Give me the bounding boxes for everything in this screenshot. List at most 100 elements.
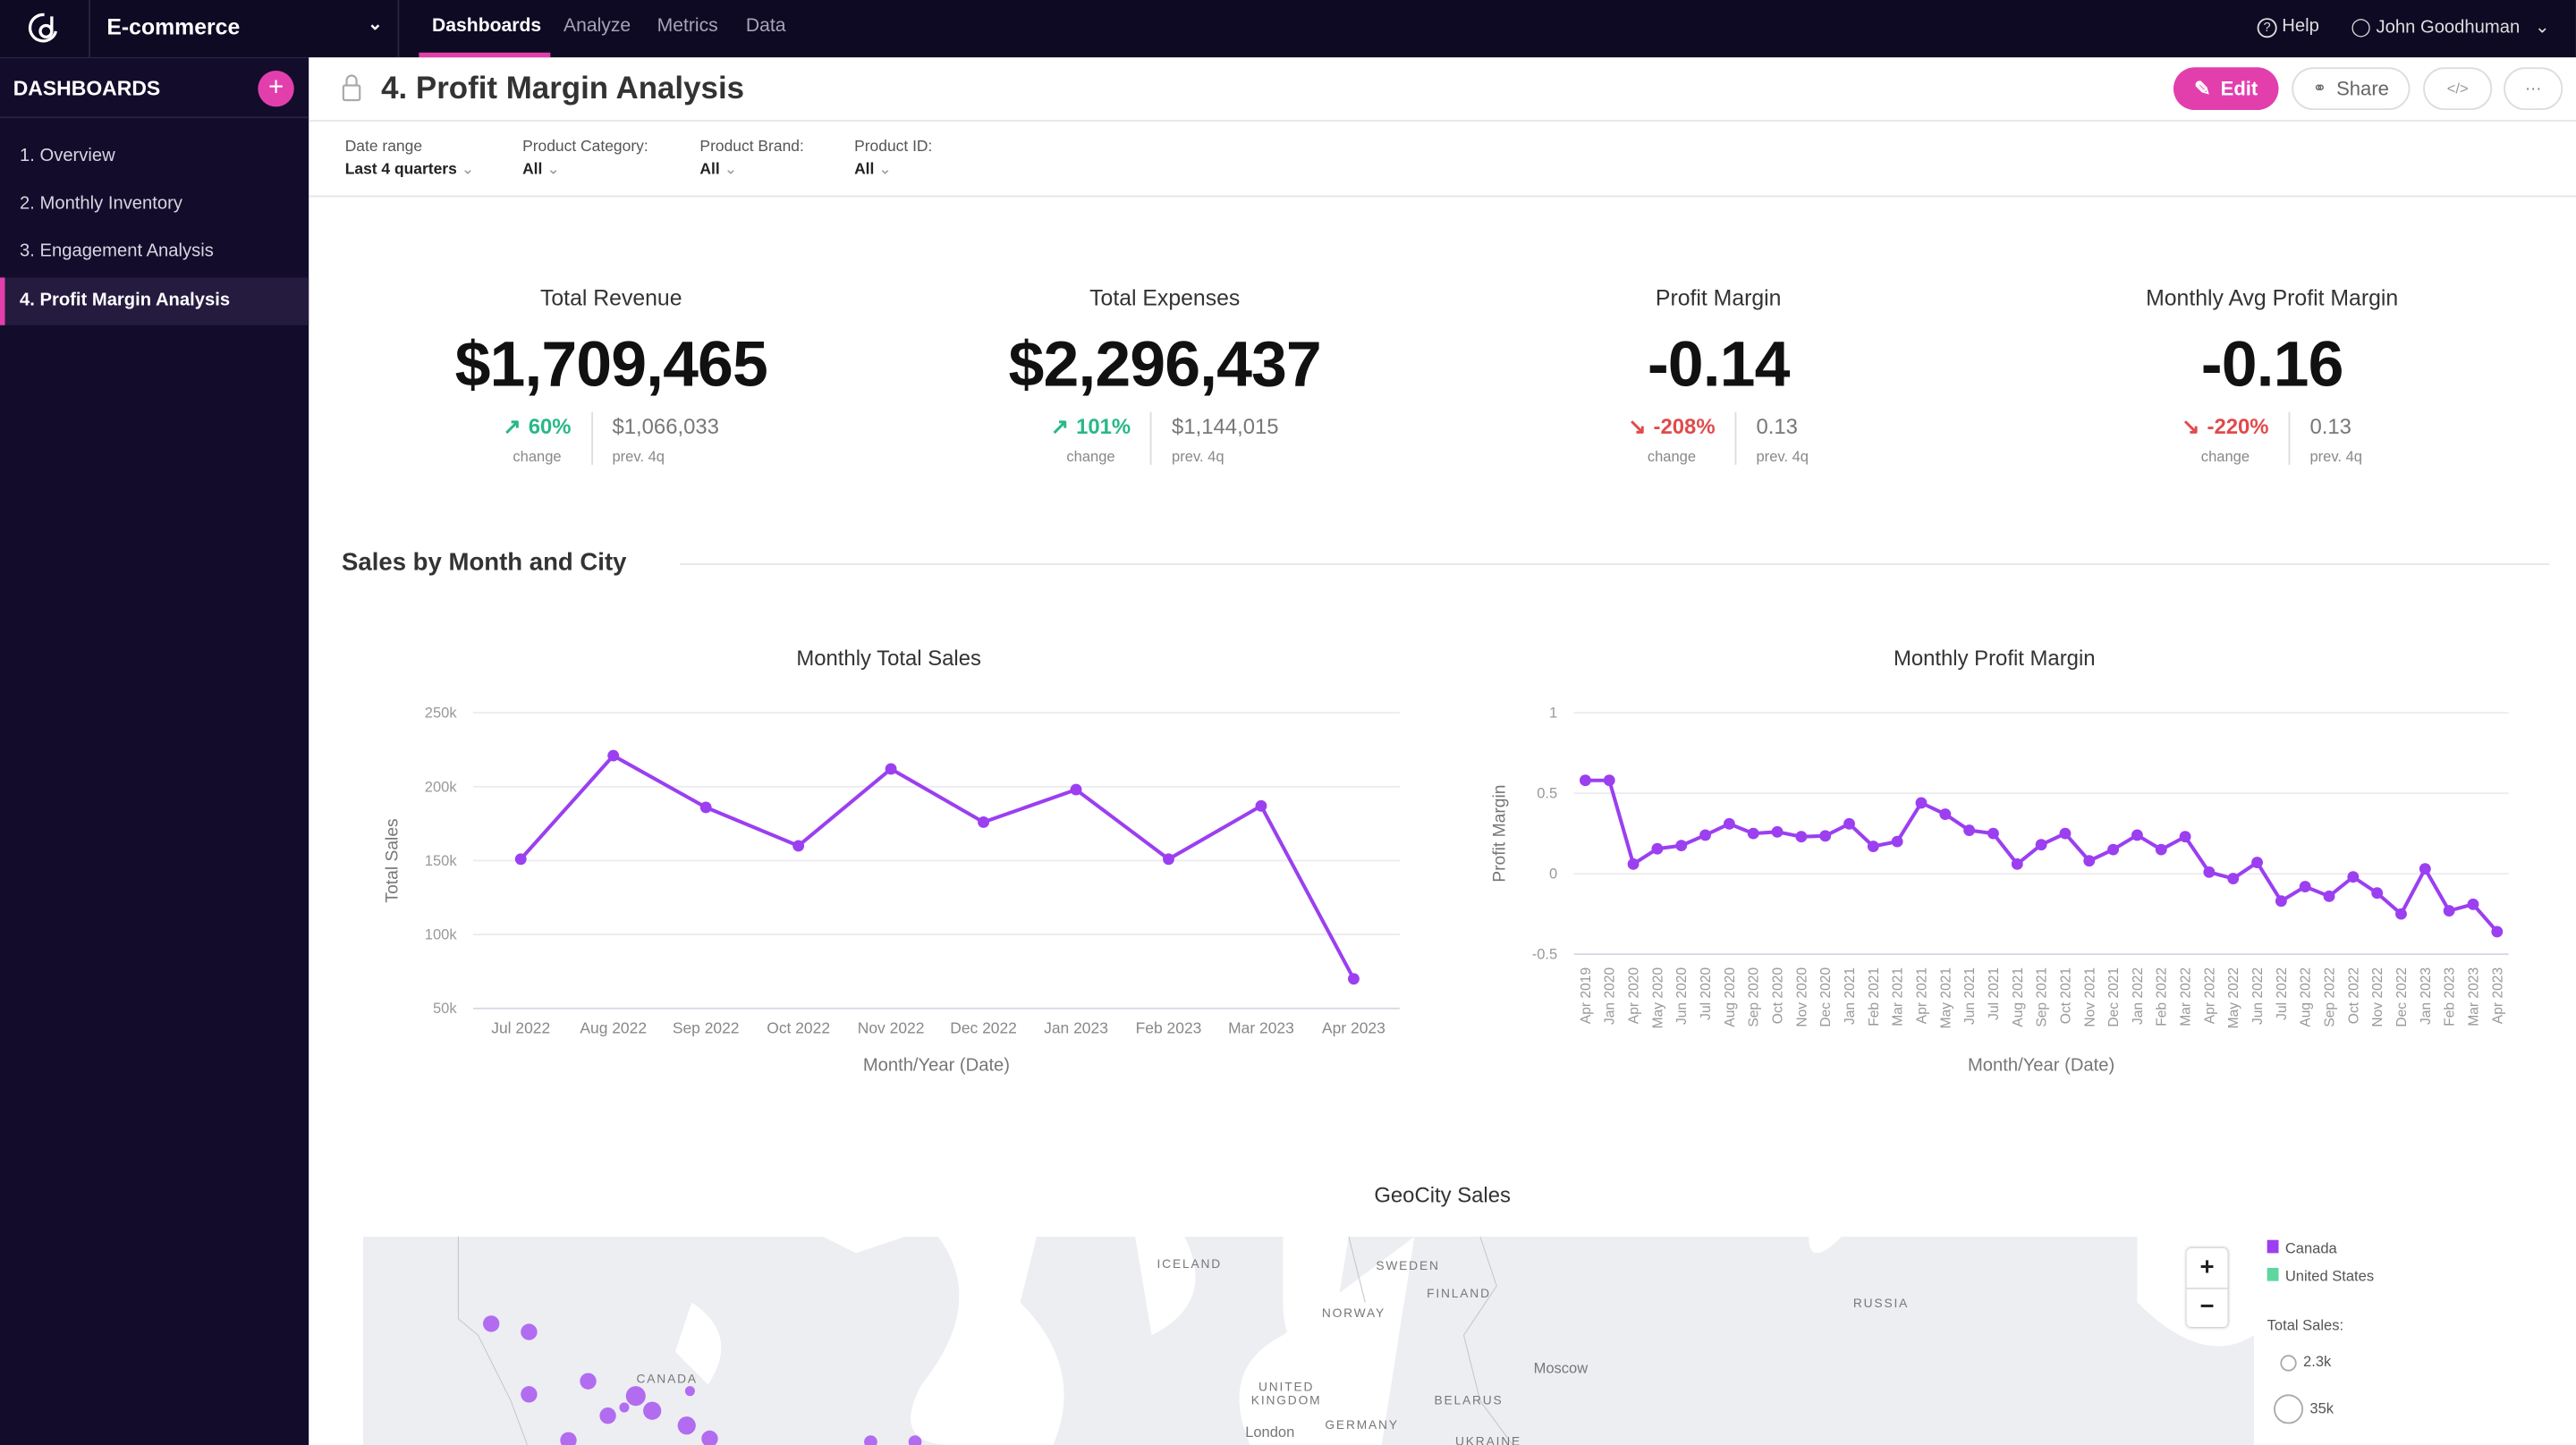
chevron-down-icon: ⌄: [461, 160, 475, 180]
city-bubble[interactable]: [677, 1416, 696, 1435]
zoom-out-button[interactable]: −: [2199, 1292, 2215, 1321]
edit-button[interactable]: ✎ Edit: [2173, 67, 2279, 111]
data-point[interactable]: [978, 816, 989, 828]
add-dashboard-button[interactable]: +: [258, 70, 294, 107]
data-point[interactable]: [514, 853, 527, 866]
data-point[interactable]: [1579, 774, 1591, 787]
filter-date-range[interactable]: Date range Last 4 quarters ⌄: [345, 138, 475, 179]
filter-product-id[interactable]: Product ID: All ⌄: [854, 138, 932, 179]
filter-label: Product Category:: [522, 138, 648, 156]
data-point[interactable]: [2299, 881, 2311, 892]
user-menu[interactable]: ◯ John Goodhuman ⌄: [2351, 16, 2549, 38]
data-point[interactable]: [1843, 817, 1855, 830]
data-point[interactable]: [1963, 824, 1976, 836]
data-point[interactable]: [2155, 843, 2167, 856]
data-point[interactable]: [1603, 774, 1615, 787]
data-point[interactable]: [1675, 840, 1688, 852]
sidebar-item-profit-margin-analysis[interactable]: 4. Profit Margin Analysis: [0, 277, 309, 325]
data-point[interactable]: [2083, 855, 2096, 867]
x-tick-label: Apr 2023: [1322, 1018, 1385, 1036]
city-bubble[interactable]: [521, 1323, 538, 1340]
data-point[interactable]: [1891, 835, 1903, 848]
data-point[interactable]: [2107, 843, 2120, 856]
data-point[interactable]: [2419, 863, 2431, 875]
x-tick-label: Aug 2020: [1723, 968, 1738, 1027]
data-point[interactable]: [1867, 841, 1879, 852]
city-bubble[interactable]: [701, 1430, 718, 1445]
kpi-change: -208%: [1653, 413, 1716, 439]
trend-down-icon: ↘: [2182, 413, 2200, 439]
zoom-in-button[interactable]: +: [2186, 1248, 2228, 1289]
logo-icon[interactable]: [28, 12, 61, 45]
workspace-selector[interactable]: E-commerce ⌄: [106, 15, 389, 40]
data-point[interactable]: [2443, 905, 2455, 917]
data-point[interactable]: [1348, 973, 1360, 985]
data-point[interactable]: [2371, 887, 2384, 900]
city-bubble[interactable]: [580, 1373, 597, 1390]
data-point[interactable]: [1915, 797, 1928, 809]
tab-analyze[interactable]: Analyze: [563, 16, 631, 37]
filter-label: Product ID:: [854, 138, 933, 156]
filter-product-brand[interactable]: Product Brand: All ⌄: [699, 138, 803, 179]
x-tick-label: Jul 2022: [491, 1018, 550, 1036]
data-point[interactable]: [1795, 831, 1808, 843]
filter-product-category[interactable]: Product Category: All ⌄: [522, 138, 648, 179]
data-point[interactable]: [1747, 827, 1759, 840]
data-point[interactable]: [1070, 783, 1082, 796]
sidebar-item-overview[interactable]: 1. Overview: [20, 146, 115, 166]
filter-label: Date range: [344, 138, 423, 156]
geo-map[interactable]: ICELAND SWEDEN FINLAND NORWAY RUSSIA CANADA Mo…: [362, 1237, 2254, 1445]
sidebar-item-engagement-analysis[interactable]: 3. Engagement Analysis: [20, 241, 214, 262]
share-button[interactable]: ⚭ Share: [2292, 67, 2411, 111]
sidebar-item-monthly-inventory[interactable]: 2. Monthly Inventory: [20, 193, 182, 214]
city-bubble[interactable]: [619, 1402, 630, 1413]
data-point[interactable]: [2275, 895, 2287, 908]
embed-button[interactable]: </>: [2423, 67, 2493, 111]
data-point[interactable]: [792, 840, 805, 852]
x-axis-label: Month/Year (Date): [863, 1056, 1010, 1076]
data-point[interactable]: [607, 749, 620, 762]
data-point[interactable]: [1771, 825, 1784, 838]
tab-metrics[interactable]: Metrics: [657, 16, 718, 37]
data-point[interactable]: [1699, 829, 1711, 841]
data-point[interactable]: [1163, 853, 1174, 866]
data-point[interactable]: [2347, 871, 2360, 883]
more-button[interactable]: ···: [2504, 67, 2563, 111]
data-point[interactable]: [1723, 817, 1735, 830]
data-point[interactable]: [2323, 890, 2335, 902]
data-point[interactable]: [2395, 908, 2407, 920]
data-point[interactable]: [699, 801, 712, 814]
data-point[interactable]: [2179, 831, 2191, 843]
city-bubble[interactable]: [625, 1386, 646, 1407]
data-point[interactable]: [2035, 839, 2047, 851]
tab-data[interactable]: Data: [745, 16, 786, 37]
data-point[interactable]: [2467, 898, 2479, 910]
data-point[interactable]: [2059, 827, 2072, 840]
city-bubble[interactable]: [684, 1386, 695, 1397]
legend-item-united-states[interactable]: United States: [2267, 1267, 2374, 1284]
data-point[interactable]: [2011, 858, 2023, 870]
city-bubble[interactable]: [643, 1401, 662, 1420]
data-point[interactable]: [2203, 866, 2216, 878]
city-bubble[interactable]: [864, 1435, 877, 1445]
data-point[interactable]: [2227, 873, 2240, 884]
data-point[interactable]: [2251, 857, 2263, 868]
data-point[interactable]: [1651, 842, 1664, 855]
data-point[interactable]: [1255, 799, 1267, 812]
city-bubble[interactable]: [599, 1407, 616, 1424]
data-point[interactable]: [1987, 827, 1999, 840]
data-point[interactable]: [1819, 830, 1832, 842]
data-point[interactable]: [885, 763, 897, 775]
data-point[interactable]: [2491, 925, 2504, 938]
city-bubble[interactable]: [521, 1386, 538, 1403]
data-point[interactable]: [2131, 829, 2143, 841]
legend-item-canada[interactable]: Canada: [2267, 1239, 2374, 1256]
city-bubble[interactable]: [560, 1432, 577, 1445]
data-point[interactable]: [1627, 858, 1640, 870]
help-link[interactable]: ? Help: [2257, 16, 2319, 38]
city-bubble[interactable]: [482, 1315, 500, 1332]
tab-dashboards[interactable]: Dashboards: [432, 16, 542, 37]
data-point[interactable]: [1939, 808, 1952, 820]
city-bubble[interactable]: [908, 1435, 922, 1445]
